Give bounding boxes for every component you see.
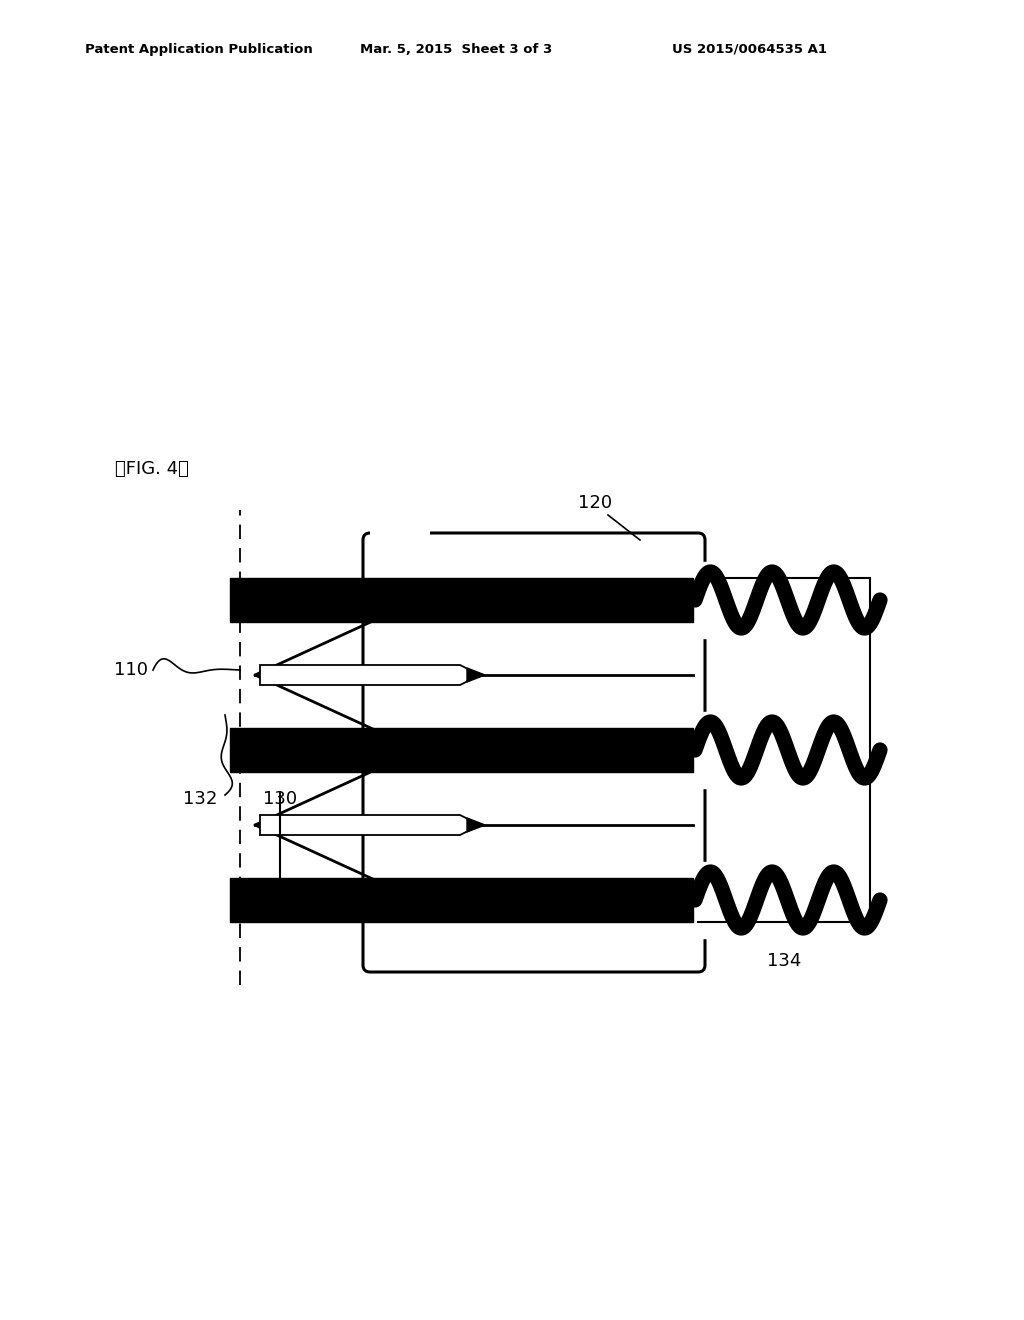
FancyBboxPatch shape [362,533,705,972]
Text: 134: 134 [767,952,801,970]
Text: 130: 130 [263,789,297,808]
Polygon shape [467,818,485,832]
Polygon shape [260,814,480,836]
Text: Mar. 5, 2015  Sheet 3 of 3: Mar. 5, 2015 Sheet 3 of 3 [360,44,552,55]
Text: 120: 120 [578,494,612,512]
Polygon shape [260,665,480,685]
Text: 132: 132 [183,789,217,808]
Polygon shape [467,668,485,682]
Text: US 2015/0064535 A1: US 2015/0064535 A1 [672,44,827,55]
Polygon shape [370,531,430,540]
Text: 【FIG. 4】: 【FIG. 4】 [115,459,188,478]
Text: Patent Application Publication: Patent Application Publication [85,44,312,55]
Text: 110: 110 [114,661,148,678]
